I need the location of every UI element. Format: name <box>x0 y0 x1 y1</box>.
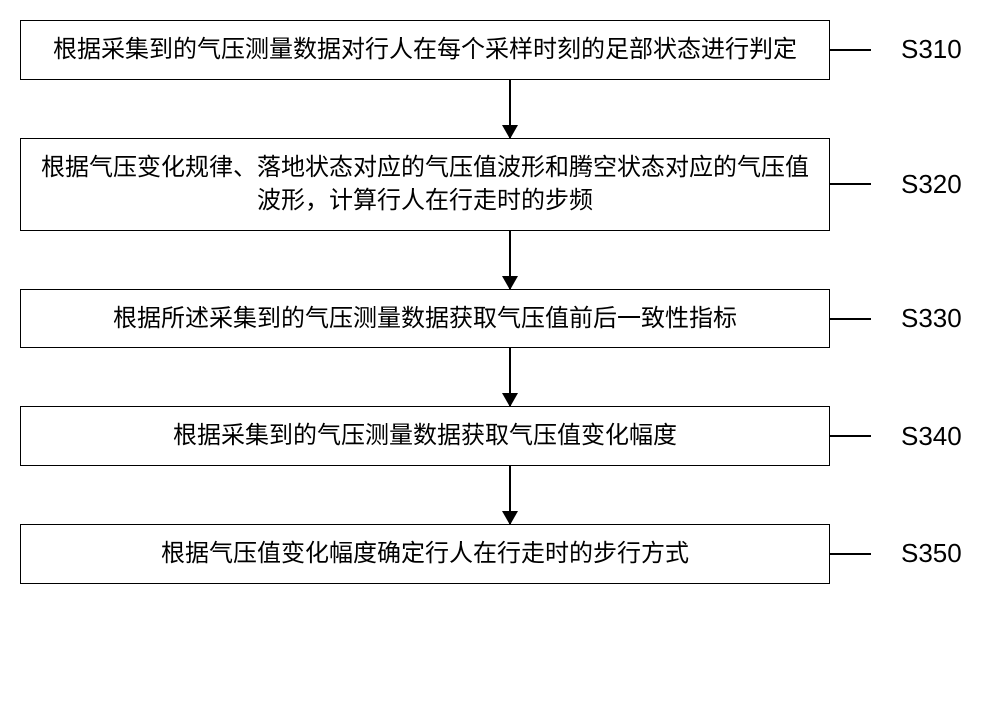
step-box-s330: 根据所述采集到的气压测量数据获取气压值前后一致性指标 <box>20 289 830 349</box>
arrow-down-icon <box>509 231 511 289</box>
step-text: 根据气压值变化幅度确定行人在行走时的步行方式 <box>161 537 689 571</box>
step-box-s320: 根据气压变化规律、落地状态对应的气压值波形和腾空状态对应的气压值波形，计算行人在… <box>20 138 830 231</box>
arrow-down-icon <box>509 348 511 406</box>
arrow-container <box>105 348 915 406</box>
step-label-s320: S320 <box>901 169 962 200</box>
arrow-down-icon <box>509 80 511 138</box>
step-text: 根据气压变化规律、落地状态对应的气压值波形和腾空状态对应的气压值波形，计算行人在… <box>37 151 813 218</box>
arrow-container <box>105 466 915 524</box>
flowchart-container: 根据采集到的气压测量数据对行人在每个采样时刻的足部状态进行判定 S310 根据气… <box>0 20 1000 584</box>
step-row: 根据气压变化规律、落地状态对应的气压值波形和腾空状态对应的气压值波形，计算行人在… <box>0 138 1000 231</box>
step-text: 根据采集到的气压测量数据获取气压值变化幅度 <box>173 419 677 453</box>
connector-line <box>829 183 871 185</box>
step-box-s340: 根据采集到的气压测量数据获取气压值变化幅度 <box>20 406 830 466</box>
step-row: 根据所述采集到的气压测量数据获取气压值前后一致性指标 S330 <box>0 289 1000 349</box>
arrow-container <box>105 231 915 289</box>
step-row: 根据采集到的气压测量数据对行人在每个采样时刻的足部状态进行判定 S310 <box>0 20 1000 80</box>
step-box-s350: 根据气压值变化幅度确定行人在行走时的步行方式 <box>20 524 830 584</box>
step-row: 根据采集到的气压测量数据获取气压值变化幅度 S340 <box>0 406 1000 466</box>
step-text: 根据所述采集到的气压测量数据获取气压值前后一致性指标 <box>113 302 737 336</box>
connector-line <box>829 553 871 555</box>
step-label-s310: S310 <box>901 34 962 65</box>
step-text: 根据采集到的气压测量数据对行人在每个采样时刻的足部状态进行判定 <box>53 33 797 67</box>
step-label-s330: S330 <box>901 303 962 334</box>
connector-line <box>829 435 871 437</box>
arrow-container <box>105 80 915 138</box>
step-label-s350: S350 <box>901 538 962 569</box>
step-label-s340: S340 <box>901 421 962 452</box>
step-row: 根据气压值变化幅度确定行人在行走时的步行方式 S350 <box>0 524 1000 584</box>
step-box-s310: 根据采集到的气压测量数据对行人在每个采样时刻的足部状态进行判定 <box>20 20 830 80</box>
connector-line <box>829 318 871 320</box>
connector-line <box>829 49 871 51</box>
arrow-down-icon <box>509 466 511 524</box>
